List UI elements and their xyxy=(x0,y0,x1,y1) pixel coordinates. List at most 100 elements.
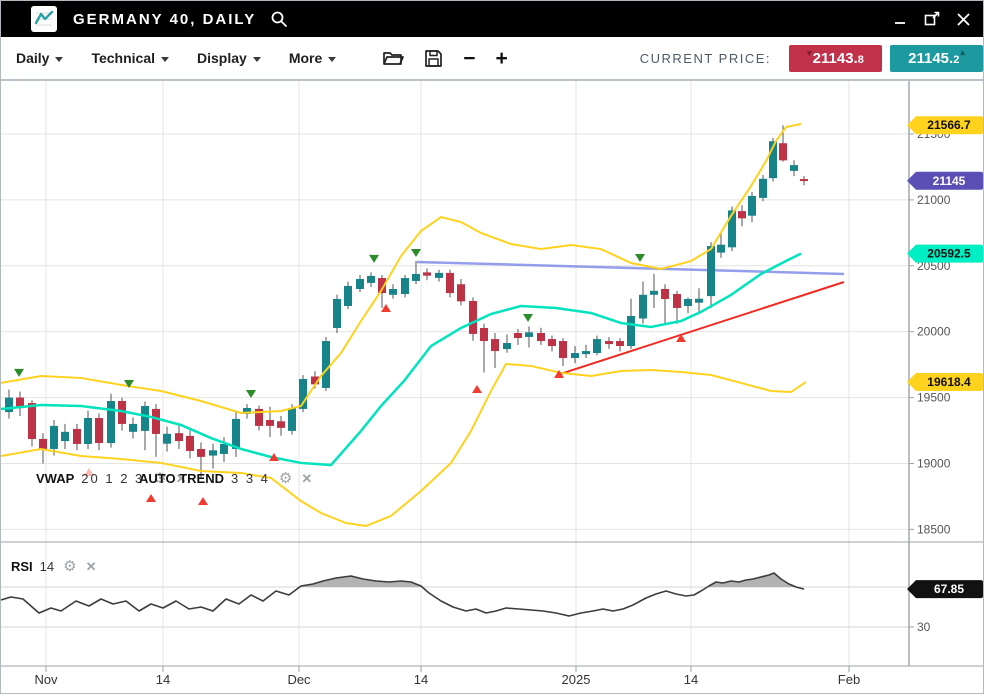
sell-signal-icon xyxy=(523,313,533,322)
price-badge-label: 21145 xyxy=(933,174,966,188)
candle xyxy=(163,433,171,444)
candle xyxy=(107,401,115,444)
candle xyxy=(695,298,703,303)
candle xyxy=(255,408,263,426)
close-icon[interactable] xyxy=(956,12,971,27)
axes: 2150021000205002000019500190001850030Nov… xyxy=(1,81,983,687)
candle xyxy=(16,397,24,409)
popout-window-button[interactable] xyxy=(924,11,940,27)
rsi-plot xyxy=(1,572,805,617)
candle xyxy=(717,244,725,253)
title-bar: GERMANY 40, DAILY xyxy=(1,1,983,37)
date-tick-label: 14 xyxy=(156,672,170,687)
price-badge xyxy=(907,244,983,263)
open-folder-icon[interactable] xyxy=(382,49,405,67)
chevron-down-icon xyxy=(161,56,170,62)
candle xyxy=(593,339,601,354)
candle xyxy=(790,165,798,171)
sell-signal-icon xyxy=(411,249,421,258)
candle xyxy=(616,341,624,347)
candle xyxy=(480,327,488,342)
candle xyxy=(673,293,681,308)
candle xyxy=(243,407,251,414)
candle xyxy=(50,425,58,449)
chevron-down-icon xyxy=(328,56,337,62)
gear-icon[interactable]: ⚙ xyxy=(153,470,167,487)
menu-technical[interactable]: Technical xyxy=(91,50,170,66)
buy-signal-icon xyxy=(269,453,279,462)
candle xyxy=(322,341,330,388)
chevron-down-icon xyxy=(55,56,64,62)
close-icon[interactable]: ✕ xyxy=(85,559,97,574)
zoom-out-button[interactable]: − xyxy=(463,46,476,70)
candle xyxy=(5,397,13,413)
arrow-up-icon: ▴ xyxy=(960,46,965,57)
date-tick-label: 14 xyxy=(414,672,428,687)
close-icon[interactable]: ✕ xyxy=(301,471,313,486)
price-badges: 21566.7 21145 20592.5 19618.4 67.85 xyxy=(907,116,983,599)
candle xyxy=(412,273,420,281)
ask-price-chip: 21145. 2 ▴ xyxy=(890,44,983,72)
candle xyxy=(389,288,397,295)
candle xyxy=(514,332,522,339)
minimize-button[interactable] xyxy=(894,12,908,26)
search-icon[interactable] xyxy=(270,10,288,28)
page-title: GERMANY 40, DAILY xyxy=(73,10,257,28)
date-tick-label: Nov xyxy=(34,672,58,687)
candle xyxy=(378,278,386,294)
bid-price-value: 21143. xyxy=(812,49,858,67)
sell-signal-icon xyxy=(246,390,256,399)
arrow-down-icon: ▾ xyxy=(807,47,812,58)
candle xyxy=(707,246,715,297)
candle xyxy=(186,435,194,451)
app-logo-chart-icon xyxy=(31,6,57,32)
rsi-tick-label: 30 xyxy=(917,620,931,634)
sell-signal-icon xyxy=(369,254,379,263)
price-tick-label: 19000 xyxy=(917,456,951,470)
candle xyxy=(446,272,454,294)
close-icon[interactable]: ✕ xyxy=(175,471,187,486)
candle xyxy=(435,272,443,278)
current-price-label: CURRENT PRICE: xyxy=(639,50,771,66)
menu-display[interactable]: Display xyxy=(197,50,261,66)
candle xyxy=(582,351,590,355)
candle xyxy=(39,438,47,449)
gear-icon[interactable]: ⚙ xyxy=(63,558,77,575)
candle xyxy=(84,418,92,444)
buy-signal-icon xyxy=(198,497,208,506)
candle xyxy=(800,179,808,182)
vwap-upper-band xyxy=(1,123,802,415)
menu-timeframe-label: Daily xyxy=(16,50,50,66)
toolbar: Daily Technical Display More xyxy=(1,37,983,81)
menu-timeframe[interactable]: Daily xyxy=(16,50,64,66)
price-badge xyxy=(907,116,983,135)
candle xyxy=(661,288,669,299)
candle xyxy=(738,211,746,219)
candle xyxy=(748,195,756,216)
save-icon[interactable] xyxy=(424,49,443,68)
candle xyxy=(491,339,499,352)
candle xyxy=(537,332,545,342)
price-badge-label: 20592.5 xyxy=(927,247,971,261)
menu-more[interactable]: More xyxy=(289,50,337,66)
menu-display-label: Display xyxy=(197,50,247,66)
candle xyxy=(232,418,240,449)
rsi-line xyxy=(1,572,805,617)
chevron-down-icon xyxy=(252,56,261,62)
gear-icon[interactable]: ⚙ xyxy=(278,470,293,487)
rsi-legend-params: 14 xyxy=(39,559,55,574)
ask-price-fraction: 2 xyxy=(953,53,960,66)
buy-signal-icon xyxy=(84,468,94,477)
vwap-lower-band xyxy=(1,362,807,527)
price-badge xyxy=(907,580,983,599)
sell-signal-icon xyxy=(124,380,134,388)
candle xyxy=(650,290,658,295)
auto-trend-legend-params: 3 3 4 xyxy=(230,471,270,486)
price-badge xyxy=(907,171,983,190)
zoom-in-button[interactable]: + xyxy=(495,46,508,70)
buy-signal-icon xyxy=(554,369,564,378)
ask-price-value: 21145. xyxy=(908,49,954,67)
menu-technical-label: Technical xyxy=(91,50,156,66)
